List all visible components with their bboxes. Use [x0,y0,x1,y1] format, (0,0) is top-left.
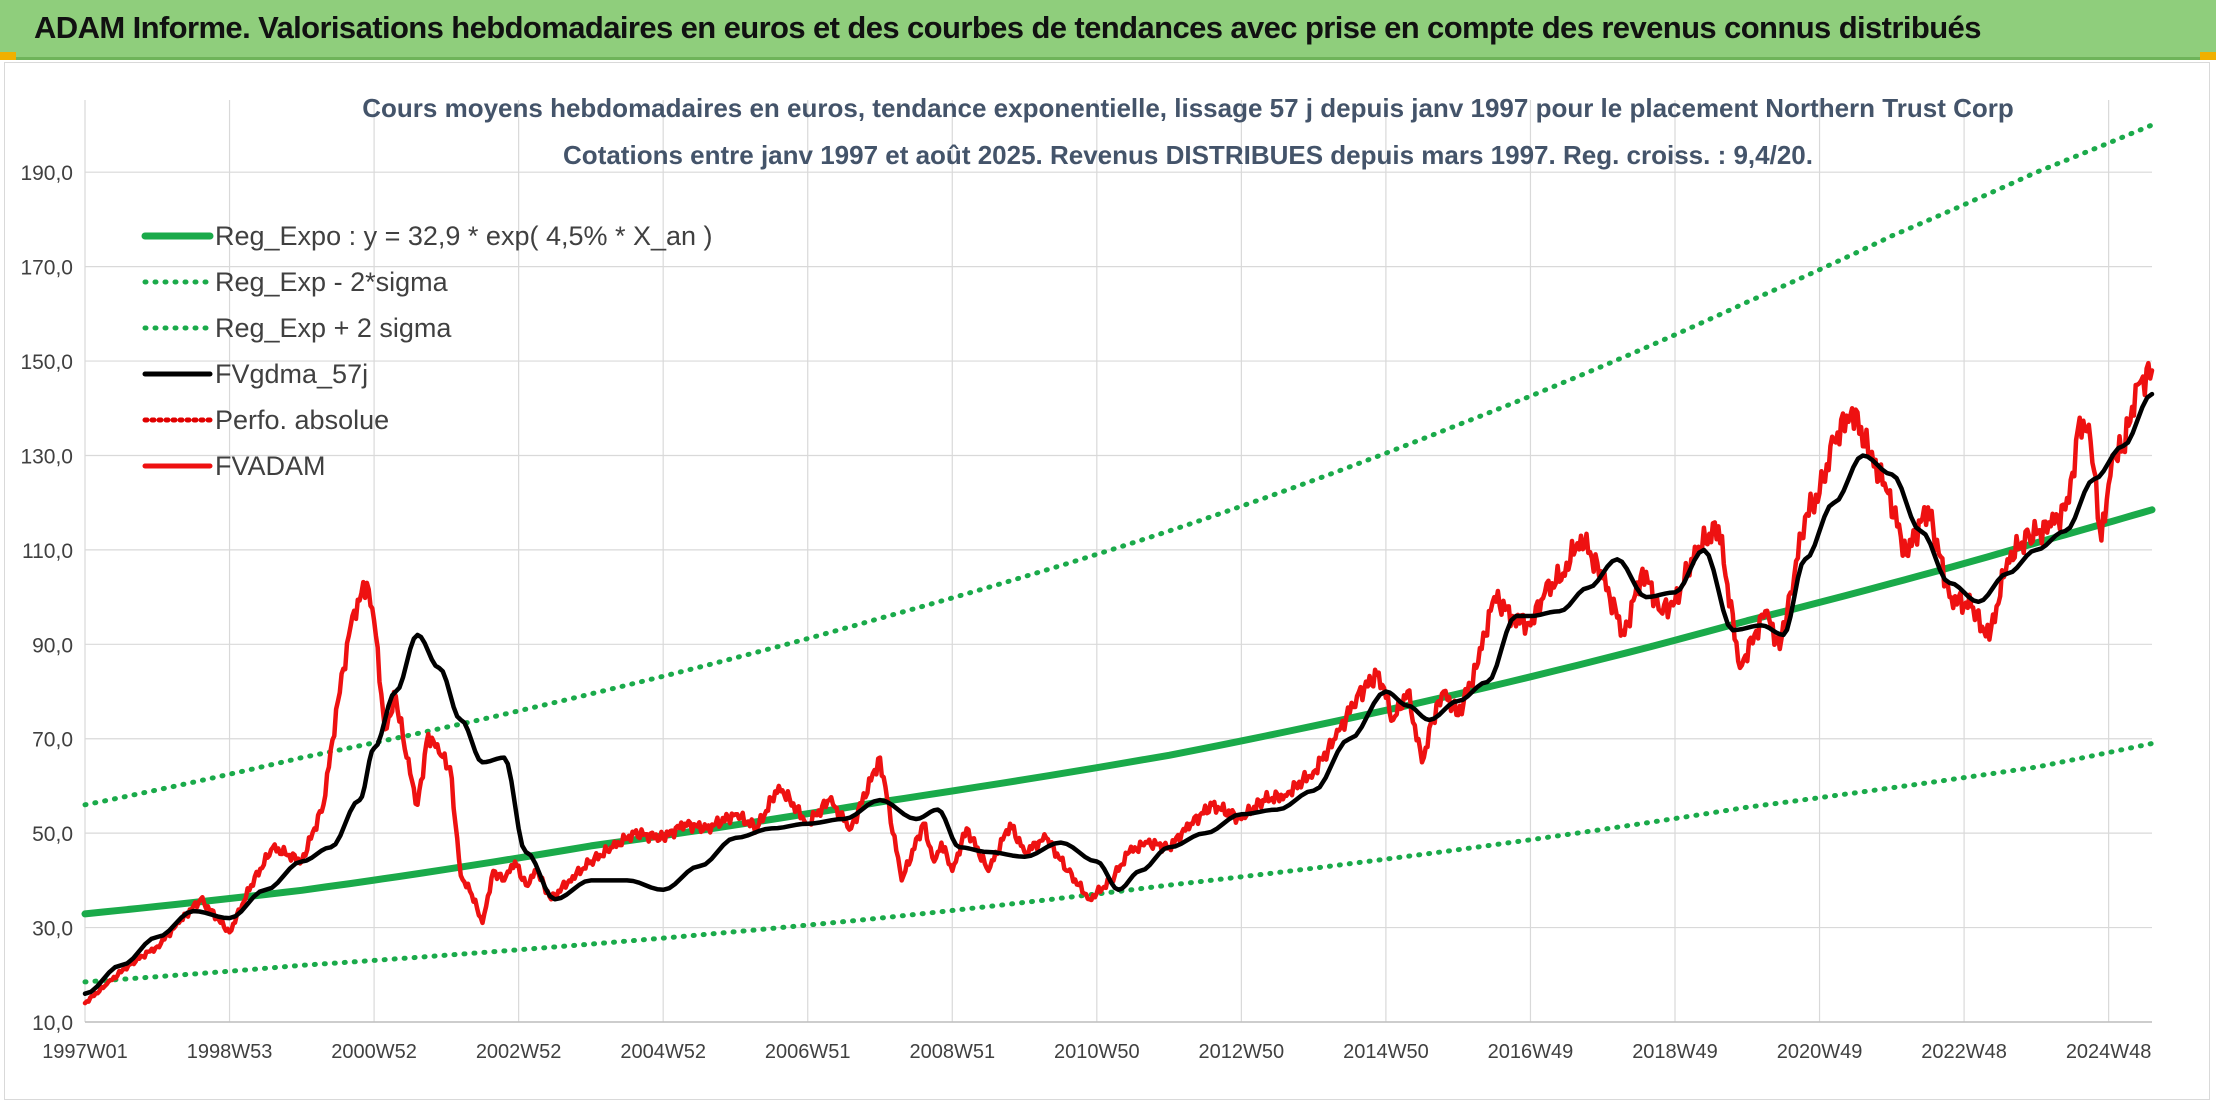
x-tick-label: 2012W50 [1199,1041,1285,1063]
legend-label-reg: Reg_Expo : y = 32,9 * exp( 4,5% * X_an ) [215,221,713,251]
grid [84,100,2152,1023]
corner-marker-right [2200,52,2216,60]
y-tick-label: 130,0 [20,445,73,468]
x-tick-label: 2018W49 [1632,1041,1718,1063]
x-tick-label: 2020W49 [1777,1041,1863,1063]
chart-title: Cours moyens hebdomadaires en euros, ten… [362,93,2013,123]
legend-label-fvadam: FVADAM [215,451,326,481]
series-line-plus [82,122,2155,808]
x-tick-label: 2014W50 [1343,1041,1429,1063]
legend: Reg_Expo : y = 32,9 * exp( 4,5% * X_an )… [141,221,713,481]
y-tick-label: 110,0 [22,540,73,563]
x-tick-label: 2010W50 [1054,1041,1140,1063]
x-tick-label: 1997W01 [42,1041,128,1063]
series-layer [81,122,2156,1006]
series-line-gdma [82,391,2155,996]
x-tick-label: 2024W48 [2066,1041,2152,1063]
y-tick-label: 150,0 [20,351,73,374]
x-tick-label: 1998W53 [187,1041,273,1063]
legend-label-perfo: Perfo. absolue [215,405,389,435]
y-tick-label: 70,0 [32,729,73,752]
corner-marker-left [0,52,16,60]
series-line-minus [82,741,2155,985]
series-line-reg [81,506,2156,918]
y-tick-label: 190,0 [20,162,73,185]
x-tick-label: 2008W51 [909,1041,995,1063]
axes: 10,0 30,0 50,0 70,0 90,0 110,0 130,0 150,0 170,0… [20,162,2152,1063]
y-tick-label: 30,0 [32,918,73,941]
legend-label-gdma: FVgdma_57j [215,359,368,389]
x-tick-label: 2000W52 [331,1041,417,1063]
banner-title: ADAM Informe. Valorisations hebdomadaire… [34,10,1981,45]
y-tick-label: 170,0 [20,257,73,280]
x-tick-label: 2022W48 [1921,1041,2007,1063]
y-tick-label: 90,0 [32,634,73,657]
legend-label-plus: Reg_Exp + 2 sigma [215,313,452,343]
y-tick-label: 10,0 [32,1012,73,1035]
y-tick-label: 50,0 [32,823,73,846]
legend-label-minus: Reg_Exp - 2*sigma [215,267,449,297]
chart-subtitle: Cotations entre janv 1997 et août 2025. … [563,140,1813,170]
x-tick-label: 2004W52 [620,1041,706,1063]
x-tick-label: 2006W51 [765,1041,851,1063]
x-tick-label: 2002W52 [476,1041,562,1063]
x-tick-label: 2016W49 [1488,1041,1574,1063]
series-line-fvadam [82,360,2155,1006]
header-banner: ADAM Informe. Valorisations hebdomadaire… [0,0,2216,60]
